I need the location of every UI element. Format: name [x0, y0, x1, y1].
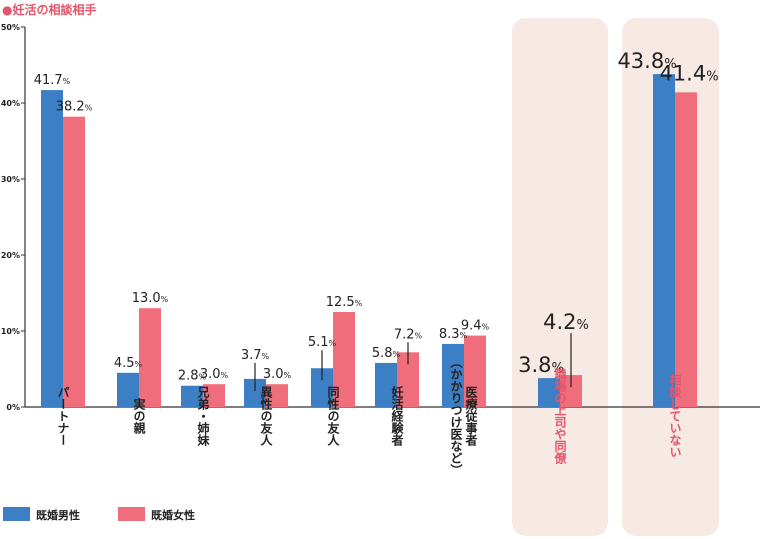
data-label: 13.0%: [132, 291, 169, 306]
data-label: 8.3%: [439, 327, 468, 342]
bar-male-2: [181, 385, 203, 407]
bar-male-4: [311, 368, 333, 407]
data-label: 12.5%: [326, 295, 363, 310]
bar-female-7: [560, 375, 582, 407]
bar-male-3: [244, 378, 266, 407]
data-label: 43.8%: [617, 49, 676, 73]
bar-male-7: [538, 378, 560, 407]
data-label: 41.7%: [34, 73, 71, 88]
data-labels: 41.7%38.2%4.5%13.0%2.8%3.0%3.7%3.0%5.1%1…: [34, 49, 719, 391]
data-label: 38.2%: [56, 100, 93, 115]
category-label: 相談していない: [668, 373, 682, 458]
category-labels: パートナー 実の親 兄弟・姉妹 異性の友人 同性の友人 妊活経験者 医療従事者（かかりつけ医…: [56, 356, 682, 476]
data-label: 3.7%: [241, 348, 270, 363]
y-tick-label: 50%: [1, 23, 20, 32]
bar-male-8: [653, 74, 675, 408]
category-label: 同性の友人: [326, 386, 340, 446]
category-label: 実の親: [132, 397, 146, 435]
category-label: 異性の友人: [259, 386, 273, 446]
y-tick-label: 0%: [6, 403, 20, 412]
bar-female-2: [203, 384, 225, 407]
data-label: 3.0%: [200, 367, 229, 382]
bars: [41, 74, 697, 408]
category-label: （かかりつけ医など）: [449, 356, 463, 476]
data-label: 5.1%: [308, 335, 337, 350]
category-label: 妊活経験者: [390, 385, 404, 447]
category-label: 職場の上司や同僚: [553, 367, 567, 465]
bar-female-3: [266, 384, 288, 407]
data-label: 4.2%: [543, 310, 589, 334]
bar-male-5: [375, 362, 397, 407]
category-label: 医療従事者: [464, 386, 478, 447]
y-tick-label: 30%: [1, 175, 20, 184]
data-label: 2.8%: [178, 369, 207, 384]
legend-swatch: [3, 507, 30, 521]
data-label: 7.2%: [394, 327, 423, 342]
bar-female-8: [675, 92, 697, 408]
y-tick-label: 40%: [1, 99, 20, 108]
bar-female-5: [397, 352, 419, 407]
legend-swatch: [118, 507, 145, 521]
legend-label: 既婚男性: [36, 508, 80, 522]
chart-title: ●妊活の相談相手: [2, 2, 96, 17]
data-label: 3.0%: [263, 367, 292, 382]
bar-male-1: [117, 372, 139, 407]
category-label: パートナー: [56, 386, 70, 446]
bar-female-0: [63, 116, 85, 408]
bar-female-6: [464, 335, 486, 407]
data-label: 4.5%: [114, 356, 143, 371]
data-label: 9.4%: [461, 319, 490, 334]
bar-male-0: [41, 90, 63, 407]
bar-female-1: [139, 308, 161, 407]
legend-label: 既婚女性: [151, 508, 195, 522]
data-label: 5.8%: [372, 346, 401, 361]
bar-male-6: [442, 343, 464, 407]
category-label: 兄弟・姉妹: [196, 386, 210, 447]
y-tick-label: 10%: [1, 327, 20, 336]
legend: 既婚男性 既婚女性: [3, 507, 195, 522]
y-tick-label: 20%: [1, 251, 20, 260]
bar-female-4: [333, 312, 355, 407]
data-label: 41.4%: [659, 61, 718, 85]
data-label: 3.8%: [518, 353, 564, 377]
